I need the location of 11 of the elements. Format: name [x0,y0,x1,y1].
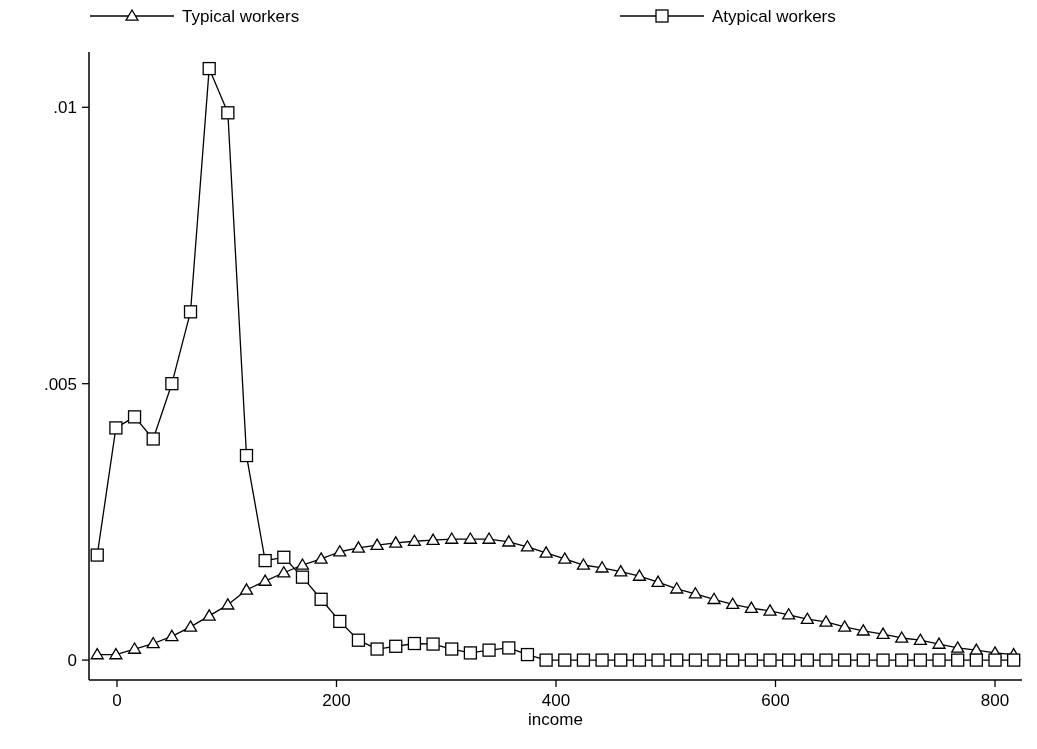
x-tick-label: 0 [112,691,122,710]
x-axis-title: income [528,710,583,729]
legend-label: Atypical workers [712,7,836,26]
x-tick-label: 600 [761,691,790,710]
x-tick-label: 400 [541,691,571,710]
x-tick-label: 800 [980,691,1010,710]
y-tick-label: .01 [53,98,77,118]
legend-label: Typical workers [182,7,300,26]
x-tick-label: 200 [322,691,351,710]
y-tick-label: .005 [43,374,77,394]
y-tick-label: 0 [67,651,77,671]
